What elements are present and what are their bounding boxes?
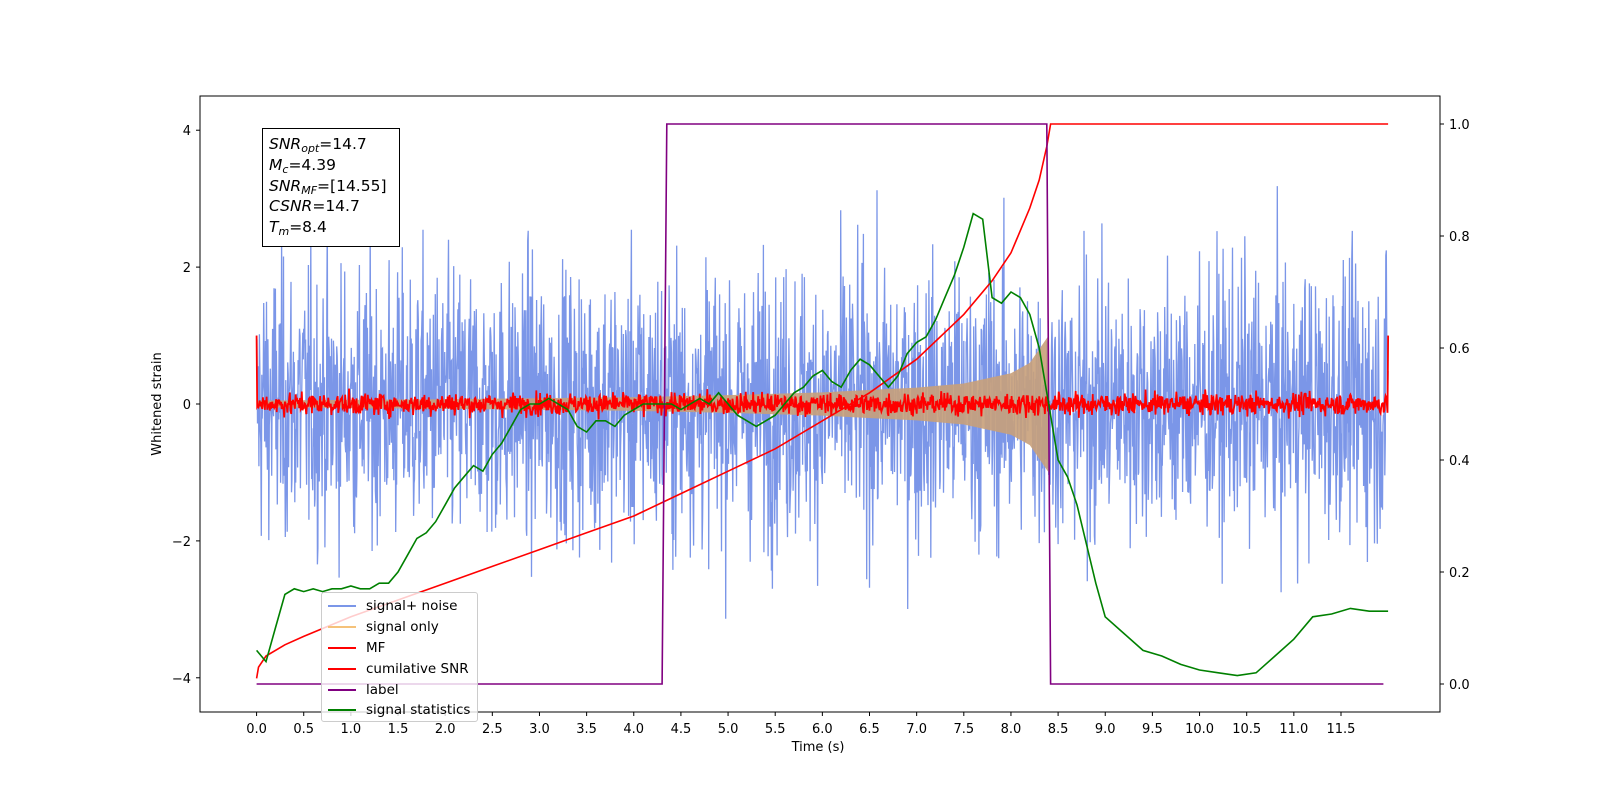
x-tick-label: 8.5	[1048, 722, 1069, 737]
y2-tick-label: 1.0	[1449, 118, 1470, 133]
stat-snr-opt-name: SNR	[269, 135, 302, 153]
x-tick-label: 7.5	[953, 722, 974, 737]
x-tick-label: 1.0	[341, 722, 362, 737]
stats-annotation-box: SNRopt=14.7 Mc=4.39 SNRMF=[14.55] CSNR=1…	[262, 128, 400, 247]
series-cumulative-snr	[255, 123, 1389, 679]
legend-item-cumulative-snr: cumilative SNR	[328, 658, 477, 679]
series-signal-statistics	[255, 212, 1389, 677]
stat-mc-value: =4.39	[288, 155, 336, 174]
legend-item-signal-noise: signal+ noise	[328, 596, 477, 617]
x-tick-label: 1.5	[388, 722, 409, 737]
legend-item-label: label	[328, 679, 477, 700]
legend-swatch	[328, 605, 356, 608]
stat-csnr-name: CSNR	[269, 197, 313, 216]
legend-item-mf: MF	[328, 638, 477, 659]
x-tick-label: 4.5	[671, 722, 692, 737]
x-tick-label: 4.0	[623, 722, 644, 737]
stat-snr-mf: SNRMF=[14.55]	[269, 176, 399, 197]
x-tick-label: 5.5	[765, 722, 786, 737]
x-tick-label: 2.0	[435, 722, 456, 737]
x-tick-label: 3.0	[529, 722, 550, 737]
y-axis-label: Whitened strain	[150, 352, 165, 455]
legend: signal+ noise signal only MF cumilative …	[321, 592, 478, 722]
x-tick-label: 0.0	[246, 722, 267, 737]
stat-tm-value: =8.4	[289, 218, 327, 237]
stat-mc: Mc=4.39	[269, 155, 399, 176]
legend-label: signal only	[366, 619, 439, 636]
series-label	[256, 123, 1384, 685]
stat-mc-name: M	[269, 155, 283, 174]
stat-snr-opt-sub: opt	[301, 142, 320, 155]
legend-swatch	[328, 667, 356, 670]
y2-tick-label: 0.6	[1449, 342, 1470, 357]
legend-label: label	[366, 681, 399, 698]
x-tick-label: 11.5	[1327, 722, 1356, 737]
legend-item-signal-only: signal only	[328, 617, 477, 638]
stat-tm: Tm=8.4	[269, 217, 399, 238]
legend-item-signal-statistics: signal statistics	[328, 700, 477, 721]
x-tick-label: 5.0	[718, 722, 739, 737]
series-mf	[255, 335, 1390, 420]
x-tick-label: 3.5	[576, 722, 597, 737]
legend-swatch	[328, 709, 356, 712]
y-axis-ticks: −4 −2 0 2 4	[172, 124, 200, 687]
stat-tm-sub: m	[278, 225, 290, 239]
y-tick-label: 4	[183, 124, 191, 139]
stat-tm-name: T	[269, 218, 279, 237]
y2-tick-label: 0.0	[1449, 678, 1470, 693]
y-tick-label: 2	[183, 261, 191, 276]
stat-mc-sub: c	[282, 162, 289, 176]
x-tick-label: 10.5	[1232, 722, 1261, 737]
stat-csnr-value: =14.7	[312, 197, 360, 216]
legend-label: cumilative SNR	[366, 660, 469, 677]
stat-snr-mf-sub: MF	[301, 183, 318, 197]
x-axis-ticks: 0.0 0.5 1.0 1.5 2.0 2.5 3.0 3.5 4.0 4.5 5.0 5.5 6.0 6…	[246, 712, 1355, 737]
stat-snr-opt-value: =14.7	[319, 135, 367, 153]
legend-label: signal+ noise	[366, 598, 458, 615]
legend-swatch	[328, 626, 356, 629]
y2-tick-label: 0.2	[1449, 566, 1470, 581]
y-tick-label: −4	[172, 672, 191, 687]
x-tick-label: 11.0	[1279, 722, 1308, 737]
y2-axis-ticks: 0.0 0.2 0.4 0.6 0.8 1.0	[1440, 118, 1470, 693]
y-tick-label: 0	[183, 398, 191, 413]
stat-snr-mf-name: SNR	[269, 176, 302, 195]
x-tick-label: 0.5	[293, 722, 314, 737]
x-tick-label: 6.5	[859, 722, 880, 737]
x-tick-label: 6.0	[812, 722, 833, 737]
stat-snr-mf-value: =[14.55]	[317, 176, 387, 195]
series-signal-noise	[255, 186, 1389, 619]
x-tick-label: 2.5	[482, 722, 503, 737]
x-tick-label: 9.0	[1095, 722, 1116, 737]
stat-snr-opt: SNRopt=14.7	[269, 134, 399, 155]
legend-swatch	[328, 646, 356, 649]
y2-tick-label: 0.4	[1449, 454, 1470, 469]
stat-csnr: CSNR=14.7	[269, 196, 399, 217]
legend-label: signal statistics	[366, 702, 471, 719]
x-tick-label: 7.0	[906, 722, 927, 737]
y2-tick-label: 0.8	[1449, 230, 1470, 245]
x-axis-label: Time (s)	[791, 740, 845, 755]
legend-swatch	[328, 688, 356, 691]
x-tick-label: 8.0	[1001, 722, 1022, 737]
legend-label: MF	[366, 639, 386, 656]
x-tick-label: 9.5	[1142, 722, 1163, 737]
series-layer	[255, 123, 1390, 685]
x-tick-label: 10.0	[1185, 722, 1214, 737]
y-tick-label: −2	[172, 535, 191, 550]
